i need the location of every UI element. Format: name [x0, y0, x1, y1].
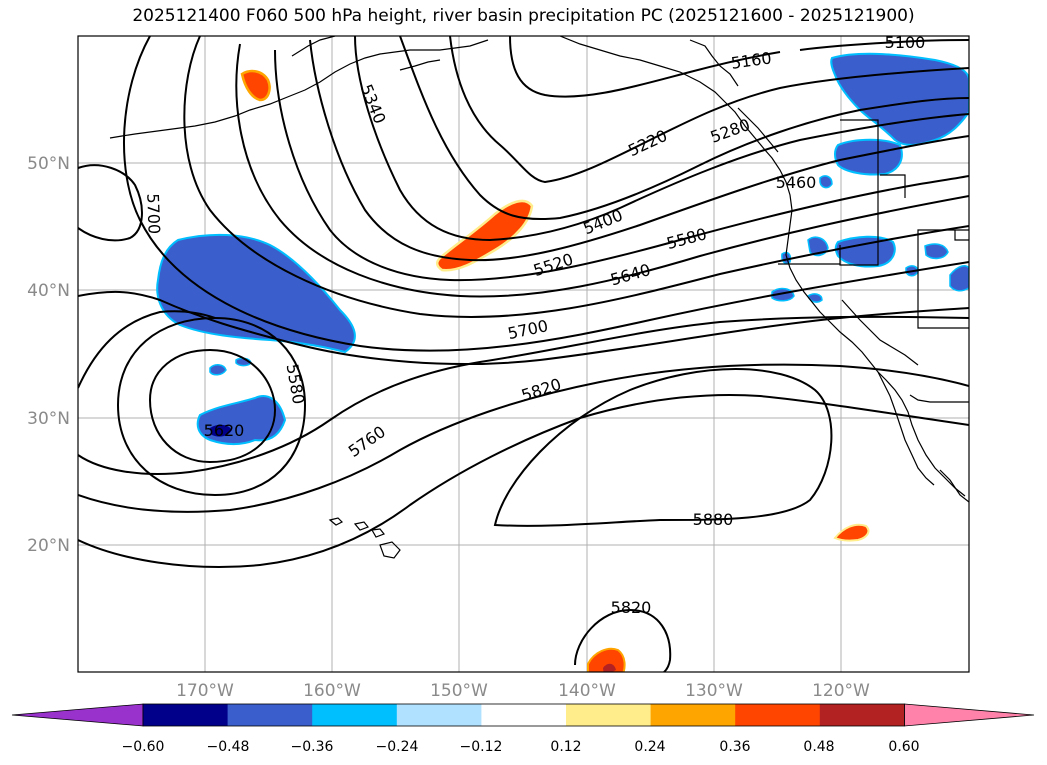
- contour-label: 5460: [776, 173, 817, 192]
- map-frame: [77, 35, 970, 673]
- colorbar-ticks: −0.60 −0.48 −0.36 −0.24 −0.12 0.12 0.24 …: [122, 739, 920, 755]
- negative-region: [834, 235, 896, 268]
- positive-region: [587, 647, 626, 672]
- lon-label: 140°W: [558, 681, 616, 701]
- colorbar-swatch: [566, 704, 652, 726]
- positive-region: [240, 69, 271, 102]
- colorbar-swatch: [227, 704, 313, 726]
- negative-region: [834, 138, 903, 176]
- colorbar: −0.60 −0.48 −0.36 −0.24 −0.12 0.12 0.24 …: [11, 703, 1035, 755]
- lat-label: 20°N: [27, 536, 70, 556]
- contour-label: 5880: [693, 510, 734, 529]
- negative-region: [949, 265, 969, 292]
- positive-strong-region: [603, 663, 616, 672]
- colorbar-tick-label: −0.48: [207, 739, 250, 755]
- negative-region: [924, 243, 949, 260]
- lat-label: 40°N: [27, 281, 70, 301]
- negative-region: [156, 233, 356, 354]
- colorbar-swatch: [481, 704, 567, 726]
- colorbar-tick-label: −0.24: [376, 739, 419, 755]
- map-title: 2025121400 F060 500 hPa height, river ba…: [132, 6, 915, 26]
- colorbar-tick-label: 0.12: [550, 739, 581, 755]
- contour-label: 5820: [611, 598, 652, 617]
- colorbar-tick-label: −0.12: [460, 739, 503, 755]
- lon-label: 160°W: [303, 681, 361, 701]
- contour-label: 5620: [204, 421, 245, 440]
- height-contours: [78, 36, 969, 672]
- colorbar-swatch: [650, 704, 736, 726]
- colorbar-tick-label: 0.24: [634, 739, 665, 755]
- positive-region: [436, 199, 534, 272]
- lon-label: 130°W: [685, 681, 743, 701]
- colorbar-tick-label: −0.60: [122, 739, 165, 755]
- contour-label: 5700: [143, 193, 163, 234]
- negative-region: [209, 364, 227, 376]
- colorbar-extend-high: [904, 703, 1035, 727]
- colorbar-swatch: [143, 704, 229, 726]
- colorbar-extend-low: [11, 703, 144, 727]
- colorbar-outline: [142, 703, 905, 727]
- colorbar-tick-label: 0.60: [888, 739, 919, 755]
- colorbar-swatches: [11, 703, 1035, 727]
- lat-label: 50°N: [27, 154, 70, 174]
- longitude-labels: 170°W 160°W 150°W 140°W 130°W 120°W: [176, 681, 870, 701]
- colorbar-swatch: [819, 704, 905, 726]
- lon-label: 150°W: [430, 681, 488, 701]
- negative-strong-region: [210, 424, 232, 437]
- colorbar-tick-label: 0.36: [719, 739, 750, 755]
- colorbar-tick-label: 0.48: [803, 739, 834, 755]
- colorbar-swatch: [312, 704, 398, 726]
- contour-label: 5100: [885, 33, 926, 52]
- lon-label: 120°W: [812, 681, 870, 701]
- colorbar-swatch: [396, 704, 482, 726]
- lon-label: 170°W: [176, 681, 234, 701]
- positive-region: [833, 523, 870, 542]
- negative-region: [819, 175, 833, 189]
- latitude-labels: 50°N 40°N 30°N 20°N: [27, 154, 70, 556]
- lat-label: 30°N: [27, 409, 70, 429]
- colorbar-swatch: [735, 704, 821, 726]
- graticule: [78, 36, 969, 672]
- colorbar-tick-label: −0.36: [291, 739, 334, 755]
